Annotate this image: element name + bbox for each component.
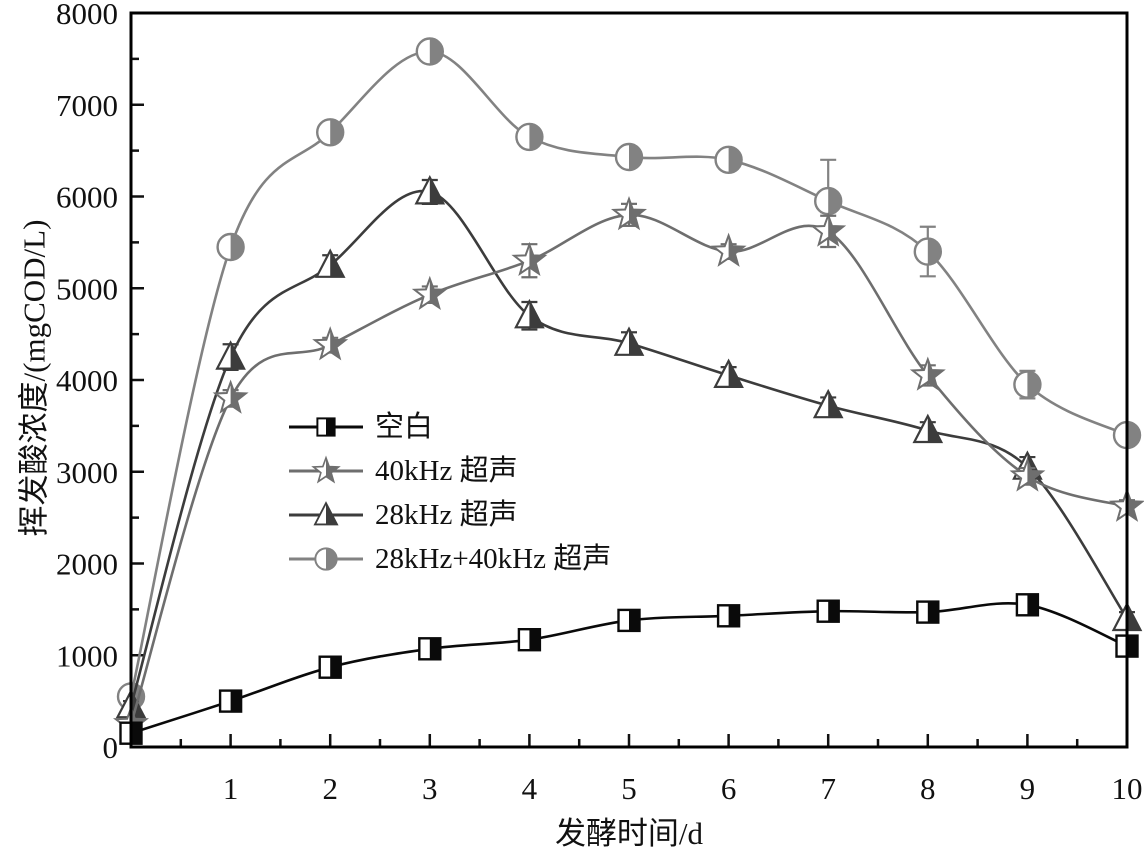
series-us-28khz-marker: [414, 175, 446, 205]
series-us-40khz-errorbars: [123, 202, 1135, 730]
series-us-40khz-marker: [1009, 457, 1046, 492]
x-tick-label: 7: [820, 771, 836, 806]
y-tick-label: 2000: [56, 547, 118, 582]
series-us-40khz-marker: [610, 195, 648, 231]
legend-marker-28-40khz-icon: [289, 547, 363, 571]
series-us-28-40khz-marker: [415, 37, 444, 66]
y-axis-title: 挥发酸浓度/(mgCOD/L): [16, 219, 52, 537]
series-us-28-40khz-marker: [1013, 370, 1042, 399]
x-tick-label: 3: [422, 771, 438, 806]
series-us-40khz-marker: [411, 275, 448, 311]
legend-item-28khz: 28kHz 超声: [287, 497, 611, 533]
series-us-28-40khz-marker: [515, 122, 544, 152]
x-tick-label: 8: [920, 771, 936, 806]
series-us-28khz-line: [129, 189, 1129, 707]
series-blank-marker: [318, 655, 342, 679]
series-us-28khz-marker: [912, 413, 944, 444]
legend: 空白 40kHz 超声 28kHz 超声 28kHz+40kHz 超声: [287, 409, 611, 577]
y-tick-label: 3000: [56, 455, 118, 490]
series-us-28khz-marker: [314, 248, 346, 278]
legend-label-blank: 空白: [375, 411, 434, 443]
series-us-40khz-marker: [511, 241, 548, 277]
series-blank-marker: [916, 600, 940, 624]
x-tick-label: 10: [1112, 771, 1143, 806]
series-blank: [119, 593, 1139, 745]
series-blank-marker: [218, 689, 243, 713]
series-us-40khz: [112, 195, 1144, 740]
x-axis-title: 发酵时间/d: [554, 816, 704, 851]
series-us-28khz-marker: [812, 388, 844, 419]
series-us-28khz-marker: [514, 298, 545, 329]
series-blank-marker: [418, 637, 442, 661]
series-us-28khz: [115, 175, 1143, 719]
y-tick-label: 4000: [56, 363, 118, 398]
tick-labels: 0 1000 2000 3000 4000 5000 6000 7000 8000 1 2 3 4 5 6 7…: [56, 0, 1143, 806]
series-us-40khz-marker: [810, 212, 847, 247]
legend-item-40khz: 40kHz 超声: [287, 453, 611, 489]
legend-item-28-40khz: 28kHz+40kHz 超声: [287, 541, 611, 577]
axis-ticks: [131, 11, 1129, 749]
x-tick-label: 2: [322, 771, 338, 806]
series-us-28-40khz-marker: [316, 118, 345, 147]
series-us-40khz-marker: [909, 356, 946, 391]
x-tick-label: 9: [1020, 771, 1036, 806]
y-tick-label: 0: [103, 730, 119, 765]
series-us-28-40khz-marker: [814, 186, 843, 216]
legend-label-40khz: 40kHz 超声: [375, 455, 518, 487]
series-us-28khz-marker: [713, 358, 744, 388]
series-blank-marker: [716, 604, 741, 628]
plot-frame: [129, 11, 1129, 749]
series-us-28khz-marker: [215, 340, 246, 370]
legend-item-blank: 空白: [287, 409, 611, 445]
series-us-28-40khz-marker: [216, 232, 245, 262]
legend-marker-28khz-icon: [289, 501, 363, 526]
series-us-40khz-line: [129, 213, 1128, 725]
series-blank-marker: [617, 608, 641, 633]
y-tick-label: 6000: [56, 180, 118, 215]
series-us-28-40khz-marker: [714, 145, 743, 175]
series-blank-marker: [816, 599, 840, 623]
legend-label-28khz: 28kHz 超声: [375, 499, 518, 531]
series-blank-marker: [1015, 593, 1040, 617]
legend-label-28-40khz: 28kHz+40kHz 超声: [375, 543, 612, 575]
y-tick-label: 5000: [56, 271, 118, 306]
x-tick-label: 5: [621, 771, 637, 806]
series-us-40khz-marker: [312, 326, 349, 361]
legend-marker-40khz-icon: [289, 455, 363, 484]
series-blank-marker: [517, 628, 542, 652]
legend-marker-blank-icon: [289, 417, 363, 437]
series-us-28khz-marker: [613, 326, 645, 356]
y-tick-label: 8000: [56, 0, 118, 31]
x-tick-label: 6: [721, 771, 737, 806]
series-us-40khz-marker: [710, 232, 747, 267]
series-us-40khz-marker: [212, 379, 249, 414]
y-tick-label: 1000: [56, 638, 118, 673]
series-us-28-40khz-marker: [614, 142, 644, 172]
x-tick-label: 4: [522, 771, 538, 806]
y-tick-label: 7000: [56, 88, 118, 123]
x-tick-label: 1: [223, 771, 239, 806]
series-us-28-40khz-marker: [913, 237, 942, 266]
